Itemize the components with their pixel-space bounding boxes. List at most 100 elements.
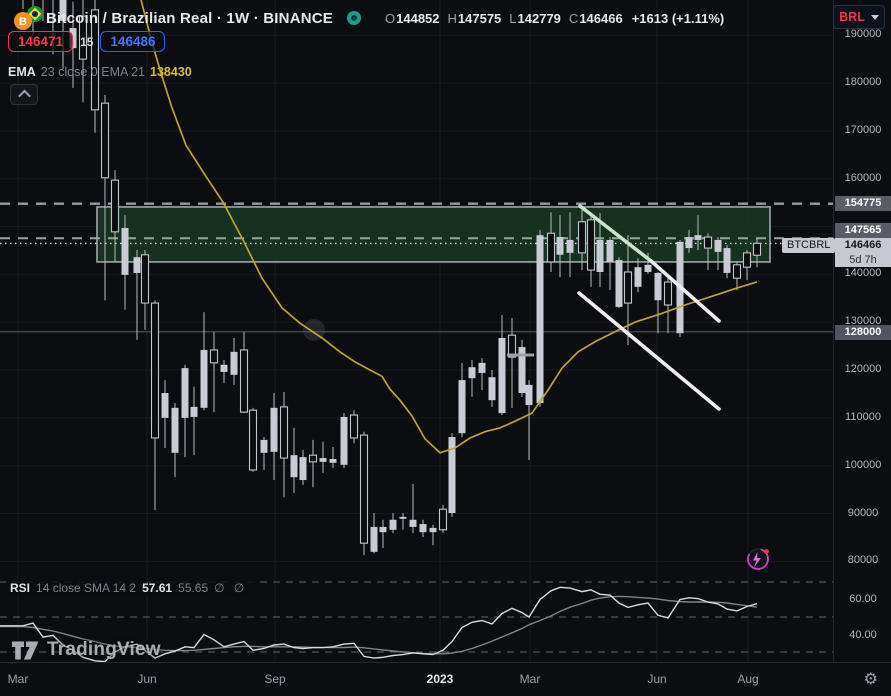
trendline-0[interactable] [578, 204, 653, 263]
candle-body[interactable] [478, 362, 486, 373]
candle-body[interactable] [654, 272, 662, 301]
candle-body[interactable] [220, 364, 228, 372]
candle-body[interactable] [634, 267, 642, 287]
trendline-1[interactable] [649, 259, 721, 323]
collapse-legend-button[interactable] [10, 84, 38, 105]
candle-body[interactable] [566, 239, 574, 253]
spread-value: 15 [80, 34, 94, 49]
price-tick-label: 90000 [847, 506, 879, 519]
ohlc-high-label: H [447, 10, 457, 26]
candle-body[interactable] [140, 254, 150, 304]
time-tick-label: Mar [519, 672, 541, 686]
time-axis[interactable]: ⚙ Mar Jun Sep 2023 Mar Jun Aug [0, 662, 891, 696]
candle-body[interactable] [290, 455, 298, 478]
candle-body[interactable] [694, 235, 702, 240]
candle-body[interactable] [525, 384, 533, 405]
candle-body[interactable] [329, 459, 337, 463]
price-axis[interactable]: 154775 147565 146466 5d 7h 128000 60.00 … [833, 0, 891, 662]
candle-body[interactable] [230, 351, 238, 375]
candle-body[interactable] [248, 409, 258, 471]
candle-body[interactable] [507, 334, 517, 358]
candle-body[interactable] [518, 347, 526, 393]
candle-body[interactable] [623, 271, 633, 304]
rsi-legend[interactable]: RSI 14 close SMA 14 2 57.61 55.65 ∅ ∅ [6, 580, 255, 597]
candle-body[interactable] [536, 235, 544, 404]
candle-body[interactable] [732, 264, 742, 279]
candle-body[interactable] [703, 236, 713, 249]
candle-body[interactable] [644, 264, 652, 272]
tradingview-logo[interactable]: TradingView [12, 639, 161, 661]
candle-body[interactable] [319, 458, 327, 462]
candle-body[interactable] [270, 407, 278, 452]
candle-body[interactable] [181, 368, 189, 418]
axis-settings-gear-icon[interactable]: ⚙ [863, 669, 878, 688]
candle-body[interactable] [419, 524, 427, 533]
candle-body[interactable] [498, 337, 506, 414]
candle-body[interactable] [359, 434, 369, 544]
rsi-value: 57.61 [142, 581, 173, 595]
flash-badge-icon[interactable] [745, 546, 771, 572]
tradingview-logo-icon [12, 641, 39, 659]
candle-body[interactable] [239, 349, 249, 413]
candle-body[interactable] [586, 219, 596, 271]
currency-toggle-button[interactable]: BRL [833, 5, 885, 29]
candle-body[interactable] [685, 237, 693, 249]
candle-body[interactable] [752, 242, 762, 256]
candle-body[interactable] [100, 102, 110, 179]
price-tick-label: 140000 [844, 267, 882, 280]
candle-body[interactable] [663, 281, 673, 306]
candle-body[interactable] [389, 519, 397, 530]
symbol-title[interactable]: Bitcoin / Brazilian Real · 1W · BINANCE [46, 9, 333, 27]
price-change: +1613 (+1.11%) [631, 10, 725, 26]
candle-body[interactable] [556, 237, 564, 255]
rsi-line[interactable] [0, 586, 758, 663]
candle-body[interactable] [121, 227, 129, 275]
market-status-icon[interactable] [347, 11, 361, 25]
candle-body[interactable] [370, 526, 378, 552]
supply-zone-box[interactable] [96, 206, 771, 263]
candle-body[interactable] [308, 454, 318, 463]
candle-body[interactable] [606, 239, 614, 262]
candle-body[interactable] [409, 519, 417, 527]
candle-body[interactable] [150, 302, 160, 439]
candle-body[interactable] [379, 526, 387, 533]
candle-body[interactable] [429, 527, 437, 533]
sell-price-button[interactable]: 146471 [8, 31, 74, 52]
trendline-2[interactable] [577, 291, 721, 411]
candle-body[interactable] [723, 248, 731, 273]
candle-body[interactable] [714, 239, 722, 252]
candle-body[interactable] [190, 406, 198, 417]
candle-body[interactable] [90, 9, 100, 111]
candle-body[interactable] [596, 239, 604, 272]
candle-body[interactable] [546, 232, 556, 263]
candle-body[interactable] [488, 377, 496, 401]
candle-body[interactable] [110, 179, 120, 233]
price-tick-label: 100000 [844, 458, 882, 471]
candle-body[interactable] [260, 439, 268, 453]
candle-body[interactable] [59, 0, 67, 21]
candle-body[interactable] [615, 260, 623, 307]
candle-body[interactable] [161, 392, 169, 418]
candle-body[interactable] [279, 406, 289, 459]
candle-body[interactable] [468, 367, 476, 379]
candle-body[interactable] [349, 414, 359, 439]
candle-body[interactable] [458, 380, 466, 434]
price-label-support: 147565 [835, 223, 891, 238]
candle-body[interactable] [399, 516, 407, 519]
candle-body[interactable] [209, 349, 219, 364]
candle-body[interactable] [742, 252, 752, 268]
candle-body[interactable] [78, 15, 88, 60]
candle-body[interactable] [200, 349, 208, 408]
candle-body[interactable] [171, 407, 179, 453]
candle-body[interactable] [340, 416, 348, 465]
candle-body[interactable] [448, 437, 456, 514]
candle-body[interactable] [577, 221, 587, 254]
ema-legend[interactable]: EMA 23 close 0 EMA 21 138430 [8, 65, 192, 79]
buy-price-button[interactable]: 146486 [100, 31, 166, 52]
candle-body[interactable] [438, 508, 448, 531]
ema-line[interactable] [140, 0, 758, 454]
time-tick-label: Aug [737, 672, 759, 686]
candle-body[interactable] [299, 457, 307, 481]
candle-body[interactable] [133, 257, 141, 273]
